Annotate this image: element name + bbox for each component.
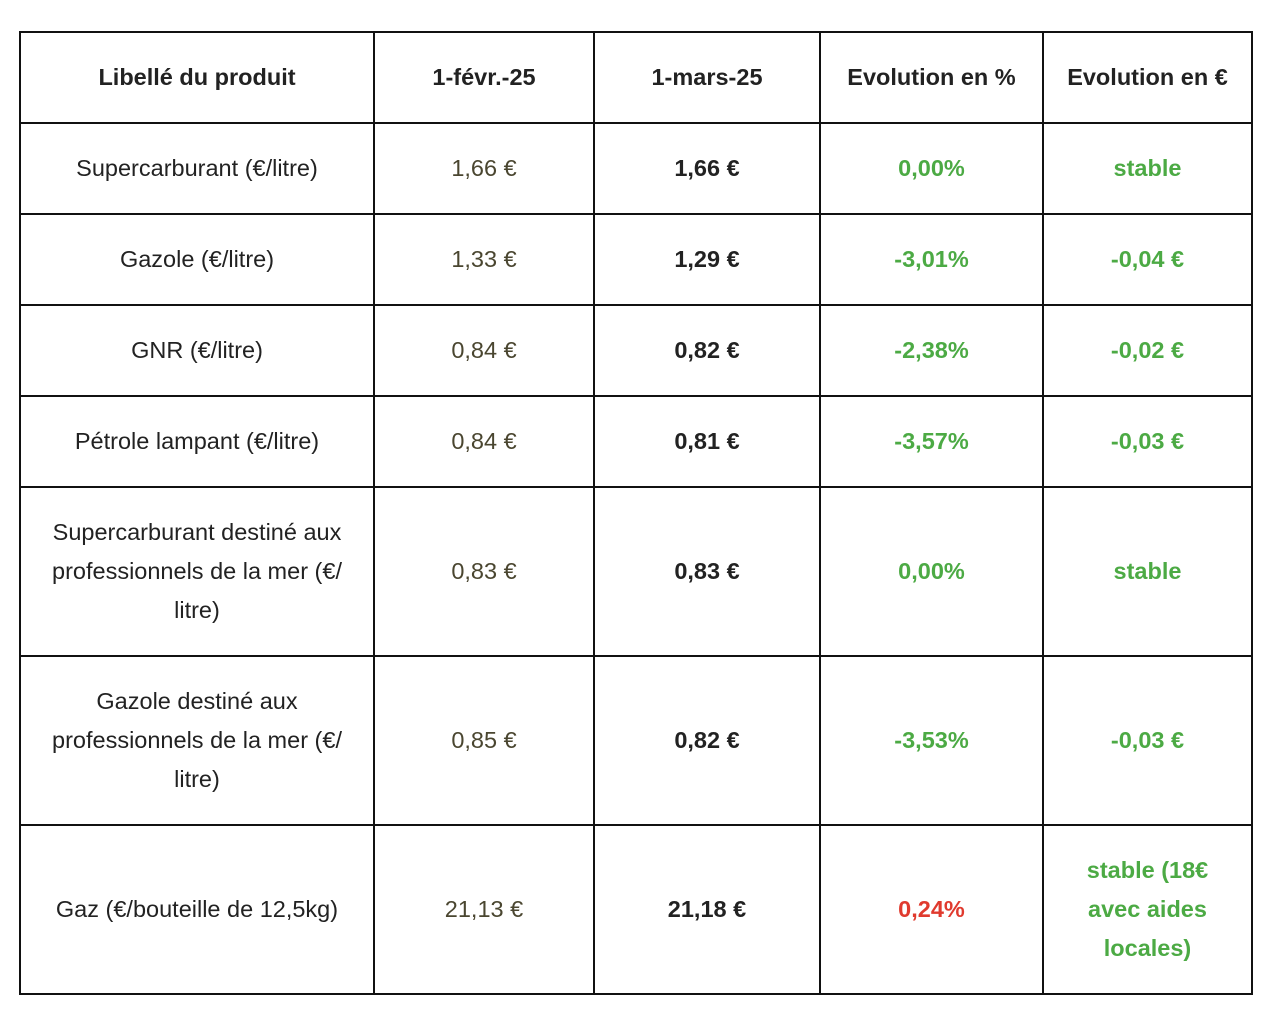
evolution-pct-cell: -3,53%: [819, 655, 1044, 826]
evolution-eur-cell: stable: [1042, 122, 1253, 215]
evolution-pct-cell: 0,00%: [819, 122, 1044, 215]
header-evolution-eur: Evolution en €: [1042, 31, 1253, 124]
feb-price-cell: 0,83 €: [373, 486, 595, 657]
table-row: Gaz (€/bouteille de 12,5kg) 21,13 €21,18 …: [19, 824, 1253, 995]
header-product: Libellé du produit: [19, 31, 375, 124]
evolution-pct-cell: 0,24%: [819, 824, 1044, 995]
evolution-eur-cell: -0,04 €: [1042, 213, 1253, 306]
evolution-eur-cell: -0,03 €: [1042, 655, 1253, 826]
evolution-pct-cell: -3,01%: [819, 213, 1044, 306]
mar-price-cell: 1,29 €: [593, 213, 821, 306]
mar-price-cell: 0,82 €: [593, 655, 821, 826]
feb-price-cell: 1,33 €: [373, 213, 595, 306]
mar-price-cell: 1,66 €: [593, 122, 821, 215]
evolution-pct-cell: 0,00%: [819, 486, 1044, 657]
header-feb: 1-févr.-25: [373, 31, 595, 124]
table-row: Supercarburant destiné aux professionnel…: [19, 486, 1253, 657]
table-row: GNR (€/litre) 0,84 €0,82 € -2,38% -0,02 €: [19, 304, 1253, 397]
product-cell: Gaz (€/bouteille de 12,5kg): [19, 824, 375, 995]
feb-price-cell: 1,66 €: [373, 122, 595, 215]
product-cell: Supercarburant (€/litre): [19, 122, 375, 215]
evolution-eur-cell: -0,02 €: [1042, 304, 1253, 397]
evolution-eur-cell: -0,03 €: [1042, 395, 1253, 488]
feb-price-cell: 0,84 €: [373, 395, 595, 488]
feb-price-cell: 0,84 €: [373, 304, 595, 397]
product-cell: Gazole (€/litre): [19, 213, 375, 306]
feb-price-cell: 0,85 €: [373, 655, 595, 826]
evolution-pct-cell: -3,57%: [819, 395, 1044, 488]
fuel-price-table: Libellé du produit 1-févr.-25 1-mars-25 …: [19, 31, 1253, 995]
evolution-pct-cell: -2,38%: [819, 304, 1044, 397]
feb-price-cell: 21,13 €: [373, 824, 595, 995]
header-row: Libellé du produit 1-févr.-25 1-mars-25 …: [19, 31, 1253, 124]
table-row: Supercarburant (€/litre) 1,66 €1,66 €0,00…: [19, 122, 1253, 215]
header-evolution-pct: Evolution en %: [819, 31, 1044, 124]
mar-price-cell: 21,18 €: [593, 824, 821, 995]
table-row: Gazole (€/litre) 1,33 €1,29 € -3,01% -0,04 …: [19, 213, 1253, 306]
mar-price-cell: 0,82 €: [593, 304, 821, 397]
mar-price-cell: 0,83 €: [593, 486, 821, 657]
product-cell: GNR (€/litre): [19, 304, 375, 397]
table-row: Gazole destiné aux professionnels de la …: [19, 655, 1253, 826]
product-cell: Pétrole lampant (€/litre): [19, 395, 375, 488]
product-cell: Supercarburant destiné aux professionnel…: [19, 486, 375, 657]
evolution-eur-cell: stable: [1042, 486, 1253, 657]
mar-price-cell: 0,81 €: [593, 395, 821, 488]
header-mar: 1-mars-25: [593, 31, 821, 124]
evolution-eur-cell: stable (18€ avec aides locales): [1042, 824, 1253, 995]
product-cell: Gazole destiné aux professionnels de la …: [19, 655, 375, 826]
table-row: Pétrole lampant (€/litre) 0,84 €0,81 € -3,…: [19, 395, 1253, 488]
